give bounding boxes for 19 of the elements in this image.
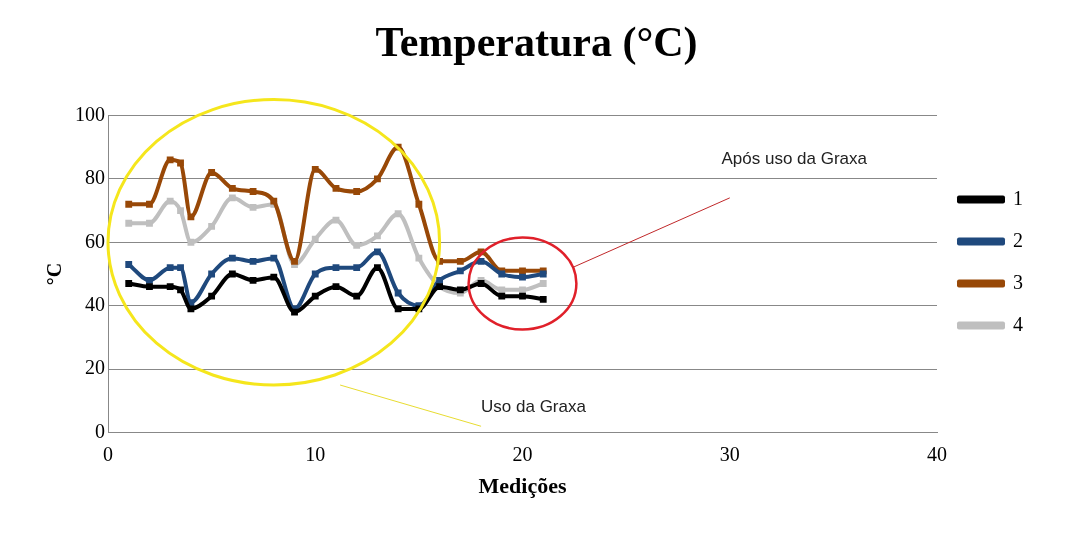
x-tick-label: 10 [305,442,326,465]
x-tick-label: 30 [719,442,740,465]
legend-label: 3 [1013,270,1023,293]
x-axis-title: Medições [478,473,567,499]
y-tick-label: 40 [85,292,105,315]
annotation: Uso da Graxa [481,395,586,418]
legend-label: 2 [1013,228,1023,251]
chart-title: Temperatura (°C) [375,19,698,67]
y-tick-label: 80 [85,166,105,189]
y-tick-label: 0 [95,419,105,442]
y-axis-title: °C [43,262,66,286]
legend-label: 4 [1013,312,1023,335]
legend-label: 1 [1013,186,1023,209]
x-tick-label: 20 [512,442,533,465]
y-tick-label: 100 [75,102,105,125]
annotation: Após uso da Graxa [721,148,868,171]
y-tick-label: 60 [85,229,105,252]
x-tick-label: 40 [927,442,947,465]
y-tick-label: 20 [85,356,105,379]
